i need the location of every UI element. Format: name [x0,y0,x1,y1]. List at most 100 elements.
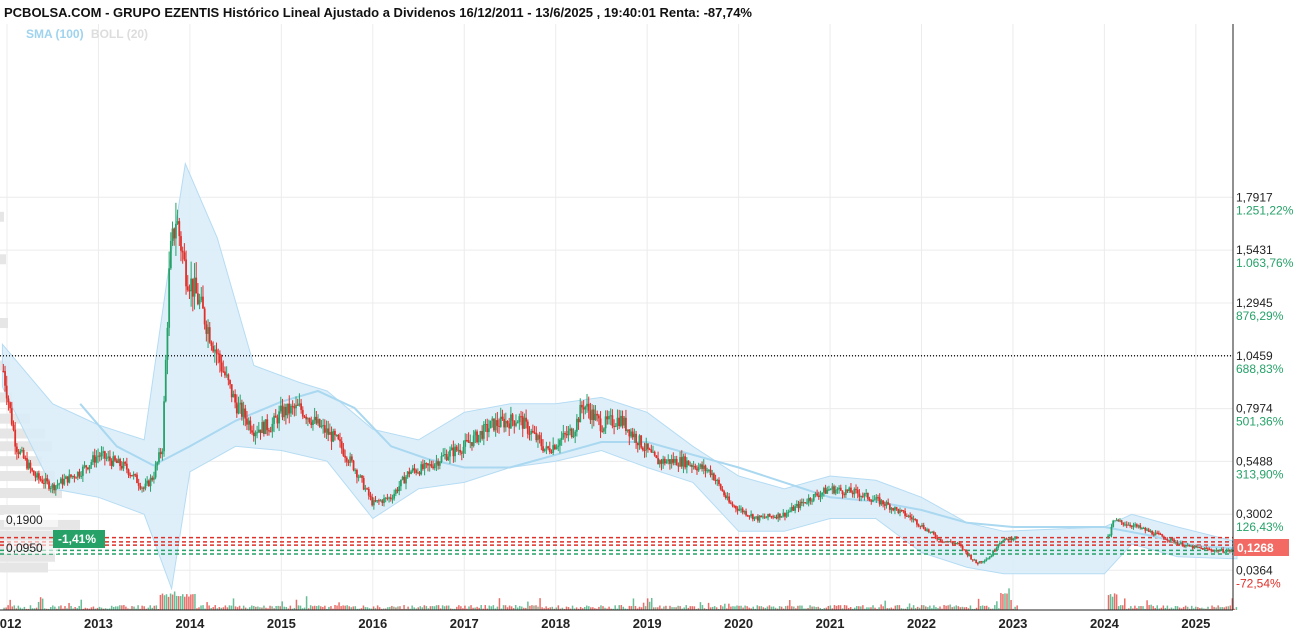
volume-bar [1010,599,1012,610]
volume-bar [72,608,74,610]
volume-profile-bar [0,441,52,452]
volume-bar [382,608,385,610]
volume-bar [547,607,549,610]
sma-legend-label[interactable]: SMA (100) [26,27,84,41]
percent-tick-label: 876,29% [1236,309,1284,323]
candle-body [154,465,157,478]
volume-bar [1148,605,1150,610]
candle-body [581,404,583,408]
volume-bar [104,608,107,610]
volume-bar [153,605,156,610]
volume-bar [697,608,700,610]
candle-body [449,450,451,457]
boll-legend-label[interactable]: BOLL (20) [90,27,149,41]
candle-body [477,434,480,443]
candle-body [836,489,839,491]
volume-bar [474,607,476,610]
volume-bar [845,605,848,610]
volume-bar [853,607,856,610]
volume-bar [931,608,933,610]
candle-body [427,463,429,466]
volume-bar [192,594,194,610]
candle-body [877,497,879,499]
candle-body [1164,538,1167,540]
volume-bar [963,607,966,610]
volume-bar [715,607,718,610]
candle-body [81,466,84,476]
volume-profile-bar [0,413,30,424]
candle-body [599,418,602,432]
candle-body [169,240,172,269]
candle-body [1012,538,1015,540]
candle-body [518,416,521,423]
volume-bar [48,608,50,610]
volume-bar [96,607,99,610]
volume-bar [1219,607,1221,610]
volume-bar [579,606,582,610]
candle-body [868,498,871,501]
candle-body [802,502,805,504]
candle-body [1002,540,1005,543]
candle-body [1200,547,1203,549]
volume-bar [425,606,428,610]
volume-bar [25,608,28,610]
volume-bar [1113,593,1116,610]
candle-body [120,466,123,469]
volume-bar [1124,598,1126,610]
volume-bar [575,607,578,610]
volume-bar [43,608,46,610]
candle-body [164,359,167,402]
candle-body [225,374,228,376]
volume-bar [880,604,882,610]
volume-bar [841,608,844,610]
volume-bar [567,607,570,610]
candle-body [939,538,942,542]
volume-bar [342,605,344,610]
candle-body [376,500,379,502]
candle-body [430,464,433,467]
candle-body [1207,548,1209,550]
candle-body [956,542,959,544]
candle-body [669,459,671,464]
volume-bar [642,602,645,610]
candle-body [312,420,314,426]
volume-bar [971,608,974,610]
volume-bar [226,607,229,610]
candle-body [59,478,62,484]
year-tick-label: 2024 [1090,616,1120,631]
candle-body [663,458,666,464]
candle-body [858,493,861,497]
volume-bar [687,607,690,610]
candle-body [738,509,741,511]
candle-body [227,374,230,381]
volume-bar [447,605,450,610]
candle-body [682,456,685,467]
volume-bar [23,606,26,610]
candle-body [537,435,539,441]
candle-body [388,497,390,499]
candle-body [756,516,759,521]
candle-body [848,487,851,491]
volume-bar [303,607,306,610]
candle-body [124,462,127,464]
candle-body [71,475,74,477]
volume-bar [165,594,168,610]
candle-body [691,465,693,467]
candle-body [841,490,844,495]
candle-body [1149,531,1152,533]
volume-bar [429,606,432,610]
candle-body [97,455,99,457]
volume-bar [949,604,951,610]
volume-bar [236,607,239,610]
volume-bar [171,594,174,610]
candle-body [1113,520,1116,522]
volume-bar [1004,593,1006,610]
candle-body [958,542,961,545]
volume-bar [1012,608,1014,610]
candle-body [611,415,614,426]
candle-body [276,417,279,424]
candle-body [24,457,27,459]
volume-bar [606,608,608,610]
volume-bar [590,607,592,610]
